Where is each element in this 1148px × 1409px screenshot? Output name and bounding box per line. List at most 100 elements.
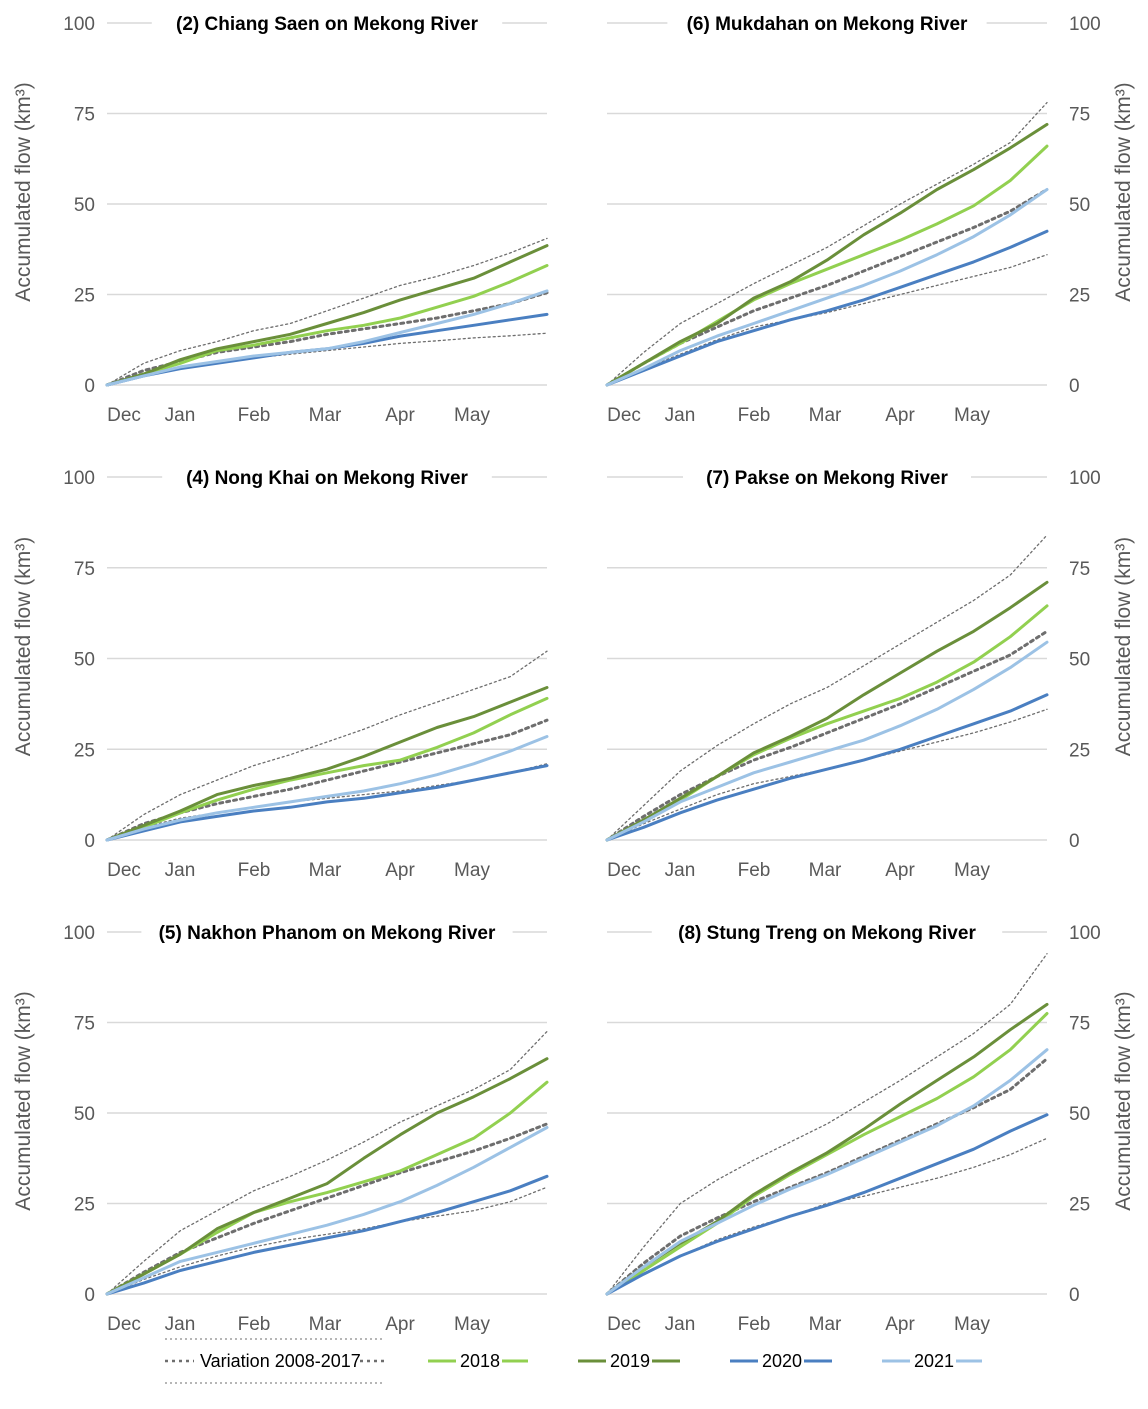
x-tick-label: Mar [809,405,842,426]
chart-panel-2: (6) Mukdahan on Mekong River 0 25 50 75 100 Ac… [605,14,1135,426]
x-tick-label: Jan [165,1314,196,1335]
series-line-variation-max [606,101,1048,386]
series-line-2021 [105,289,549,387]
x-tick-label: Apr [385,1314,415,1335]
y-tick-label: 25 [1069,1195,1090,1216]
y-tick-label: 25 [74,1195,95,1216]
x-tick-label: Jan [165,860,196,881]
x-tick-label: May [954,405,990,426]
legend-label: Variation 2008-2017 [200,1351,361,1371]
x-tick-label: Mar [309,1314,342,1335]
y-tick-label: 50 [1069,195,1090,216]
series-line-variation-max [106,650,548,841]
x-tick-label: Feb [738,1314,771,1335]
series-line-2020 [605,693,1049,842]
series-line-2018 [105,264,549,387]
y-tick-label: 75 [1069,1014,1090,1035]
x-tick-label: Apr [385,860,415,881]
series-line-variation-mean [605,629,1049,842]
x-tick-label: Feb [238,405,271,426]
series-line-2018 [605,604,1049,842]
y-tick-label: 0 [1069,1285,1080,1306]
y-tick-label: 75 [74,1014,95,1035]
series-line-2019 [105,1057,549,1296]
y-tick-label: 0 [84,1285,95,1306]
series-line-variation-max [106,1030,548,1295]
x-tick-label: Dec [607,405,641,426]
legend-item-2020: 2020 [730,1351,832,1371]
legend-label: 2019 [610,1351,650,1371]
series-line-2021 [605,188,1049,387]
y-tick-label: 0 [84,831,95,852]
y-tick-label: 0 [1069,376,1080,397]
series-line-2020 [105,764,549,842]
x-tick-label: May [954,860,990,881]
panel-title: (2) Chiang Saen on Mekong River [176,14,479,35]
x-tick-label: Jan [165,405,196,426]
series-line-2019 [605,580,1049,842]
y-tick-label: 100 [1069,468,1101,489]
y-axis-title: Accumulated flow (km³) [12,82,35,301]
x-tick-label: May [454,405,490,426]
x-tick-label: Apr [885,405,915,426]
y-tick-label: 75 [1069,105,1090,126]
x-tick-label: Feb [738,860,771,881]
y-tick-label: 50 [74,1104,95,1125]
x-tick-label: Feb [238,1314,271,1335]
y-tick-label: 100 [63,468,95,489]
series-line-2018 [605,1012,1049,1296]
series-line-2021 [105,1126,549,1296]
y-tick-label: 50 [1069,1104,1090,1125]
y-tick-label: 75 [74,105,95,126]
series-line-variation-min [106,1186,548,1295]
x-tick-label: Dec [107,860,141,881]
x-tick-label: Feb [238,860,271,881]
chart-panels: (2) Chiang Saen on Mekong River 0 25 50 75 10… [12,14,1135,1335]
x-tick-label: May [454,860,490,881]
chart-panel-6: (8) Stung Treng on Mekong River 0 25 50 75 10… [605,923,1135,1335]
series-line-variation-min [106,332,548,386]
x-tick-label: Jan [665,405,696,426]
x-tick-label: May [954,1314,990,1335]
y-tick-label: 25 [74,286,95,307]
chart-panel-5: (5) Nakhon Phanom on Mekong River 0 25 50 75… [12,923,549,1335]
series-line-variation-min [606,708,1048,841]
y-tick-label: 100 [63,14,95,35]
y-axis-title: Accumulated flow (km³) [1112,537,1135,756]
series-line-2021 [605,1048,1049,1296]
series-line-variation-max [606,953,1048,1295]
x-tick-label: Mar [309,405,342,426]
legend-item-2021: 2021 [882,1351,982,1371]
legend-label: 2021 [914,1351,954,1371]
x-tick-label: Apr [885,1314,915,1335]
series-line-variation-max [106,237,548,386]
y-tick-label: 100 [1069,14,1101,35]
panel-title: (4) Nong Khai on Mekong River [186,468,468,489]
panel-title: (6) Mukdahan on Mekong River [687,14,968,35]
legend-label: 2020 [762,1351,802,1371]
series-line-2021 [105,735,549,842]
x-tick-label: Mar [809,860,842,881]
y-tick-label: 50 [74,650,95,671]
series-line-2021 [605,640,1049,842]
series-line-2020 [105,1174,549,1296]
y-tick-label: 50 [1069,650,1090,671]
y-axis-title: Accumulated flow (km³) [12,537,35,756]
x-tick-label: Feb [738,405,771,426]
y-tick-label: 100 [1069,923,1101,944]
series-line-variation-min [606,254,1048,386]
x-tick-label: Mar [309,860,342,881]
y-tick-label: 100 [63,923,95,944]
x-tick-label: Dec [607,860,641,881]
x-tick-label: Dec [107,1314,141,1335]
chart-legend: Variation 2008-2017 2018 2019 2020 2021 [165,1338,982,1384]
y-tick-label: 0 [1069,831,1080,852]
x-tick-label: Dec [107,405,141,426]
x-tick-label: Dec [607,1314,641,1335]
series-line-2019 [605,122,1049,387]
series-line-2018 [105,696,549,842]
y-tick-label: 75 [74,559,95,580]
panel-title: (8) Stung Treng on Mekong River [678,923,976,944]
y-tick-label: 50 [74,195,95,216]
